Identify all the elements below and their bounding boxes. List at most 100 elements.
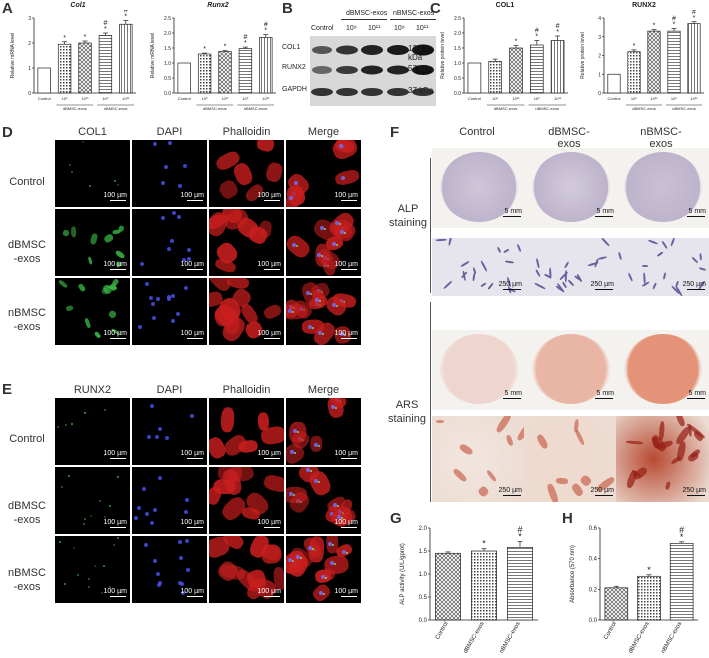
scale-bar-label: 100 µm: [257, 192, 282, 199]
y-tick-label: 2: [28, 41, 31, 47]
bar: [667, 30, 681, 94]
kda-gapdh: 37 kDa: [408, 86, 434, 95]
bar: [435, 552, 461, 621]
scale-bar: [341, 268, 357, 270]
scale-bar-label: 100 µm: [103, 261, 128, 268]
fluorescence-image: 100 µm: [132, 398, 207, 465]
scale-bar: [341, 199, 357, 201]
ars-micro-image: 250 µm: [432, 416, 526, 502]
scale-bar: [687, 215, 705, 217]
band-row-col1: [312, 44, 434, 56]
blot-lane-label: 10⁹: [346, 25, 357, 32]
y-axis-label: Relative protein level: [580, 32, 586, 78]
kda-runx2: 57 kDa: [408, 64, 434, 73]
significance-mark: #: [679, 525, 684, 535]
category-label: Control: [603, 621, 618, 641]
scale-bar: [110, 337, 126, 339]
significance-mark: *: [244, 40, 247, 47]
fluorescence-image: 100 µm: [209, 398, 284, 465]
blot-lane-label: 10⁹: [394, 25, 405, 32]
e-col-header: Merge: [307, 384, 340, 396]
y-tick-label: 2.5: [454, 16, 461, 22]
panel-label-e: E: [2, 381, 13, 398]
scale-bar-label: 100 µm: [257, 450, 282, 457]
y-tick-label: 0.5: [419, 595, 428, 601]
category-label: 10⁹: [102, 96, 108, 101]
fluorescence-image: 100 µm: [209, 467, 284, 534]
y-tick-label: 2.0: [454, 31, 461, 37]
y-tick-label: 0.4: [589, 557, 598, 563]
category-label: 10⁹: [492, 96, 498, 101]
blot-lane-label: 10¹¹: [368, 25, 381, 32]
bar: [604, 587, 629, 621]
blot-lane-label: Control: [311, 25, 334, 32]
chart-c1-title: COL1: [495, 2, 515, 9]
y-tick-label: 2: [598, 54, 601, 60]
significance-mark: #: [535, 28, 539, 35]
scale-bar-label: 100 µm: [103, 519, 128, 526]
scale-bar-label: 100 µm: [334, 450, 359, 457]
e-row-label: nBMSC -exos: [8, 567, 46, 593]
scale-bar-label: 100 µm: [334, 261, 359, 268]
category-label: 10¹¹: [512, 96, 520, 101]
scale-bar: [187, 595, 203, 597]
fluorescence-image: 100 µm: [286, 467, 361, 534]
scale-bar: [503, 215, 521, 217]
ars-well-image: 5 mm: [616, 330, 709, 410]
band-label-col1: COL1: [282, 44, 301, 51]
scale-bar: [503, 397, 521, 399]
fluorescence-image: 100 µm: [55, 467, 130, 534]
category-label: 10¹¹: [221, 96, 229, 101]
panel-label-d: D: [2, 124, 13, 141]
category-label: 10¹¹: [262, 96, 270, 101]
scale-bar-label: 100 µm: [257, 519, 282, 526]
e-col-header: Phalloidin: [222, 384, 271, 396]
alp-well-image: 5 mm: [616, 148, 709, 228]
bar: [57, 43, 72, 94]
bar: [98, 35, 113, 94]
category-label: dBMSC-exos: [463, 621, 486, 655]
significance-mark: *: [224, 44, 227, 51]
scale-bar: [187, 199, 203, 201]
d-col-header: DAPI: [156, 126, 183, 138]
scale-bar: [264, 268, 280, 270]
d-col-header: Merge: [307, 126, 340, 138]
bar: [488, 61, 502, 94]
significance-mark: #: [692, 10, 696, 16]
y-axis-label: ALP activity (U/L/gprot): [400, 543, 406, 605]
significance-mark: *: [680, 532, 684, 542]
f-row-label-alp: ALP staining: [389, 203, 427, 229]
f-col-header: Control: [459, 126, 495, 138]
category-label: 10⁹: [631, 96, 637, 101]
bar: [507, 546, 533, 621]
y-tick-label: 4: [598, 16, 601, 22]
scale-bar: [264, 526, 280, 528]
scale-bar-label: 100 µm: [334, 519, 359, 526]
d-row-label: nBMSC -exos: [8, 307, 46, 333]
bar: [467, 62, 482, 94]
y-tick-label: 0.0: [589, 618, 598, 624]
category-label: 10¹¹: [122, 96, 130, 101]
y-tick-label: 0.6: [589, 526, 598, 532]
y-tick-label: 0.0: [454, 91, 461, 97]
scale-bar-label: 5 mm: [688, 208, 707, 215]
fluorescence-image: 100 µm: [55, 140, 130, 207]
y-tick-label: 1: [598, 72, 601, 78]
ars-well-image: 5 mm: [524, 330, 618, 410]
y-tick-label: 1.5: [164, 46, 171, 52]
y-tick-label: 1: [28, 66, 31, 72]
panel-label-b: B: [282, 0, 293, 17]
fluorescence-image: 100 µm: [55, 209, 130, 276]
significance-mark: *: [693, 15, 696, 22]
scale-bar: [110, 595, 126, 597]
chart-a2: 0.0 0.5 1.0 1.5 2.0 2.5 Relative mRNA level Con…: [150, 16, 276, 111]
band-label-runx2: RUNX2: [282, 64, 306, 71]
fluorescence-image: 100 µm: [55, 536, 130, 603]
scale-bar-label: 5 mm: [504, 208, 523, 215]
scale-bar: [595, 494, 613, 496]
category-label: Control: [468, 96, 481, 101]
significance-mark: *: [203, 46, 206, 53]
ars-micro-image: 250 µm: [524, 416, 618, 502]
panel-label-h: H: [562, 510, 573, 527]
scale-bar: [595, 397, 613, 399]
